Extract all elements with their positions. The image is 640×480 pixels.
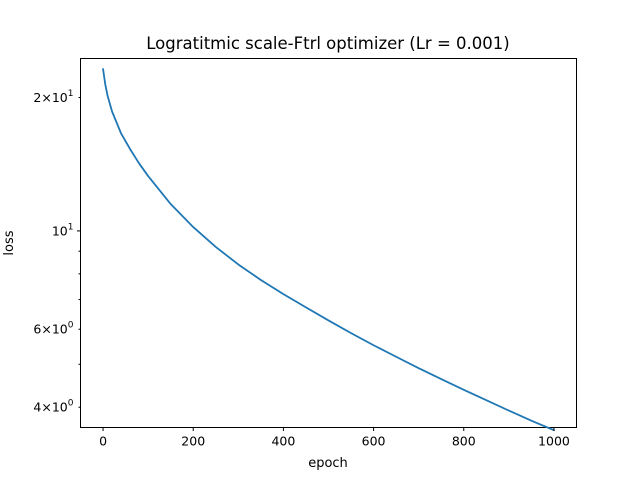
x-axis-ticks: 0 200 400 600 800 1000 bbox=[99, 427, 570, 449]
x-tick-label: 800 bbox=[452, 434, 476, 449]
x-axis-label: epoch bbox=[308, 456, 348, 471]
plot-frame bbox=[80, 58, 577, 428]
y-tick-label: 6×100 bbox=[33, 321, 73, 337]
x-tick-label: 0 bbox=[99, 434, 107, 449]
x-tick-label: 600 bbox=[362, 434, 386, 449]
y-tick-label: 4×100 bbox=[33, 399, 73, 415]
loss-series-line bbox=[102, 68, 555, 432]
y-axis-label: loss bbox=[2, 230, 17, 255]
y-axis-ticks: 101 4×100 6×100 2×101 bbox=[33, 89, 81, 415]
x-tick-label: 1000 bbox=[538, 434, 570, 449]
x-tick-label: 400 bbox=[271, 434, 295, 449]
chart-title: Logratitmic scale-Ftrl optimizer (Lr = 0… bbox=[146, 34, 509, 53]
x-tick-label: 200 bbox=[181, 434, 205, 449]
y-tick-label: 101 bbox=[52, 222, 74, 238]
y-tick-label: 2×101 bbox=[33, 89, 73, 105]
